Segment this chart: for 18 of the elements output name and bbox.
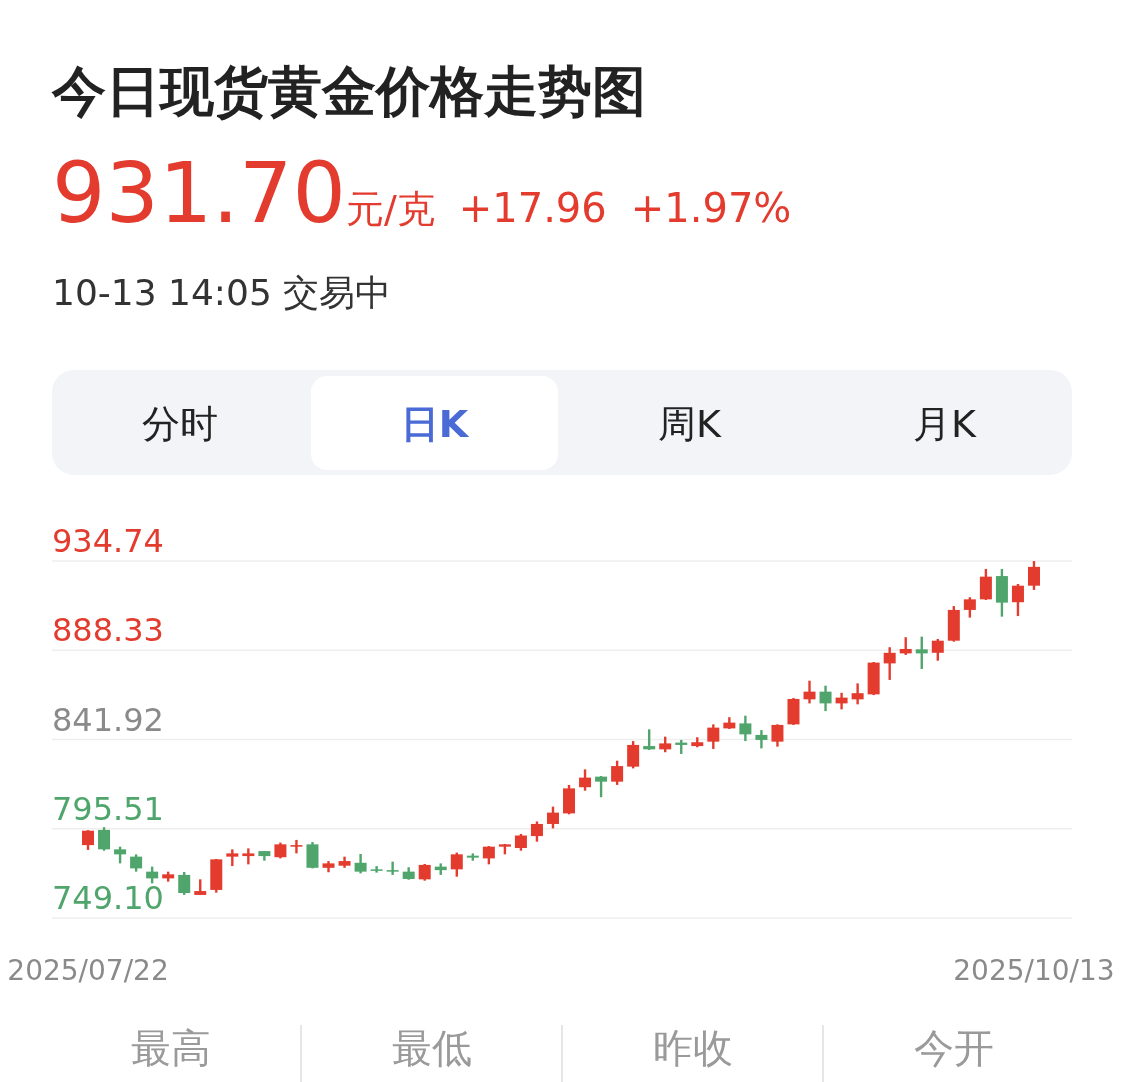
text: 今开 (913, 1025, 994, 1071)
y-tick-label: 841.92 (52, 700, 164, 739)
x-tick-label: 2025/07/22 (7, 954, 169, 987)
y-tick-label: 795.51 (52, 789, 164, 828)
y-tick-label: 934.74 (52, 522, 164, 560)
text: +1.97% (630, 185, 792, 231)
chart-title: 今日现货黄金价格走势图 (51, 60, 646, 123)
text: 10-13 14:05 交易中 (52, 272, 392, 313)
chart-subtitle: 931.70 (52, 144, 346, 242)
tab-bar: 分时 日K 周K 月K (52, 370, 1072, 475)
text: +17.96 (458, 185, 607, 231)
text: 最低 (391, 1025, 472, 1071)
text: 昨收 (652, 1025, 733, 1071)
x-tick-label: 2025/10/13 (953, 954, 1115, 987)
text: 最高 (130, 1025, 211, 1071)
text: 元/克 (345, 187, 435, 231)
y-tick-label: 888.33 (52, 611, 164, 650)
y-tick-label: 749.10 (52, 879, 164, 917)
